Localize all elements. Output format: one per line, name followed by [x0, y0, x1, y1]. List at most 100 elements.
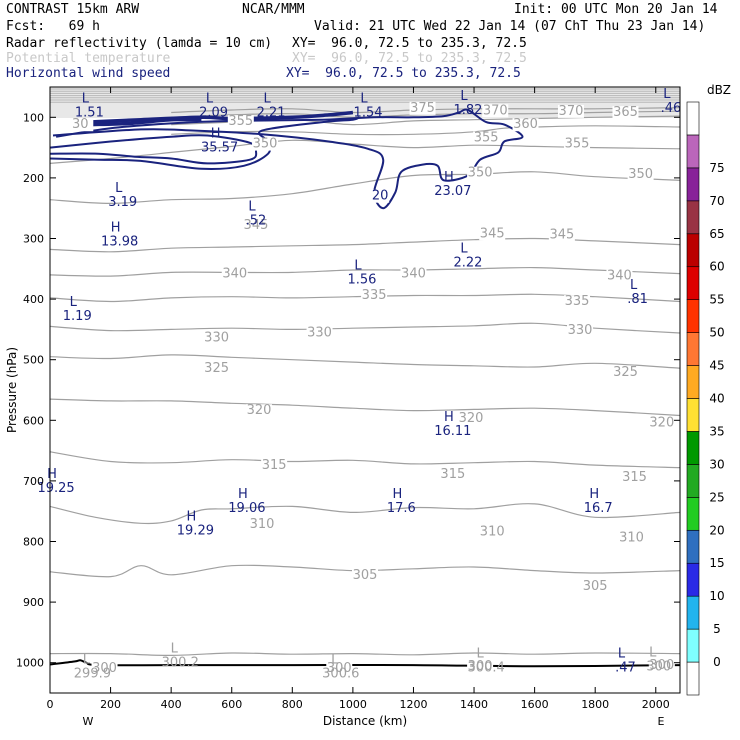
- theta-contour-325: [49, 354, 681, 369]
- wind-extremum-value: .46: [661, 101, 682, 116]
- theta-label-bg: [467, 659, 494, 673]
- colorbar-label: 0: [713, 655, 721, 669]
- theta-label-bg: [467, 166, 494, 180]
- x-tick-label: 400: [161, 698, 182, 711]
- wind-extremum-value: 2.21: [257, 105, 286, 120]
- plot-frame: [49, 86, 681, 694]
- theta-label-bg: [479, 227, 506, 241]
- x-tick-label: 1600: [521, 698, 549, 711]
- y-tick-label: 600: [23, 414, 44, 427]
- theta-label: 360: [513, 117, 538, 132]
- theta-label: 350: [468, 166, 493, 181]
- theta-label-bg: [400, 267, 427, 281]
- colorbar-label: 60: [709, 260, 724, 274]
- field1-xy: XY= 96.0, 72.5 to 235.3, 72.5: [292, 36, 527, 51]
- colorbar-label: 65: [709, 227, 724, 241]
- theta-label: 355: [474, 131, 499, 146]
- theta-label-bg: [252, 137, 279, 151]
- colorbar-segment: [686, 200, 700, 235]
- theta-label: 300: [327, 661, 352, 676]
- theta-contours: [49, 107, 681, 657]
- theta-label: 365: [613, 105, 638, 120]
- colorbar-label: 10: [709, 589, 724, 603]
- theta-label: 315: [622, 470, 647, 485]
- colorbar-label: 30: [709, 457, 724, 471]
- theta-label: 330: [307, 326, 332, 341]
- colorbar-segment: [686, 398, 700, 432]
- wind-extremum-type: H: [211, 127, 221, 142]
- theta-label: 305: [353, 568, 378, 583]
- theta-label: 350: [253, 137, 278, 152]
- theta-label-bg: [627, 167, 654, 181]
- theta-label-bg: [361, 289, 388, 303]
- wind-extremum-value: 16.7: [584, 501, 613, 516]
- theta-label-bg: [612, 106, 639, 120]
- theta-label-bg: [479, 525, 506, 539]
- wind-extremum-type: L: [360, 91, 368, 106]
- wind-extremum-type: L: [82, 91, 90, 106]
- theta-label-bg: [261, 458, 288, 472]
- wind-extremum-type: H: [392, 487, 402, 502]
- theta-label: 315: [262, 458, 287, 473]
- x-axis-title: Distance (km): [323, 714, 407, 728]
- theta-contour-355: [49, 139, 681, 164]
- x-end-label-left: W: [83, 715, 94, 728]
- wind-extremum-type: L: [263, 91, 271, 106]
- wind-extremum-type: H: [444, 170, 454, 185]
- wind-extremum-value: 19.29: [177, 524, 214, 539]
- theta-label-bg: [326, 661, 353, 675]
- wind-extremum-value: 35.57: [201, 141, 238, 156]
- wind-extremum-type: H: [47, 467, 57, 482]
- colorbar-label: 5: [713, 622, 721, 636]
- y-tick-label: 900: [23, 596, 44, 609]
- wind-extremum-type: L: [248, 199, 256, 214]
- wind-extremum-value: .47: [615, 661, 636, 676]
- wind-contour-30: [92, 117, 202, 127]
- y-tick-label: 300: [23, 233, 44, 246]
- x-tick-label: 1000: [339, 698, 367, 711]
- theta-label-bg: [512, 118, 539, 132]
- theta-extremum-type: L: [477, 647, 485, 662]
- terrain-surface: [49, 659, 681, 668]
- theta-label: 345: [244, 218, 269, 233]
- theta-contour-370: [171, 110, 681, 118]
- theta-label: 340: [401, 266, 426, 281]
- theta-contour-315: [49, 451, 681, 469]
- theta-label-bg: [557, 104, 584, 118]
- wind-extremum-value: 2.22: [454, 256, 483, 271]
- theta-label: 300: [92, 661, 117, 676]
- wind-extremum-type: H: [186, 510, 196, 525]
- theta-label: 370: [483, 103, 508, 118]
- colorbar-label: 50: [709, 326, 724, 340]
- wind-extremum-value: 1.82: [454, 103, 483, 118]
- theta-label-bg: [648, 658, 675, 672]
- wind-extremum-type: L: [618, 647, 626, 662]
- theta-label: 340: [607, 269, 632, 284]
- theta-label-bg: [473, 131, 500, 145]
- theta-label: 355: [228, 114, 253, 129]
- wind-extremum-value: 3.19: [108, 195, 137, 210]
- wind-extremum-value: 23.07: [434, 184, 471, 199]
- theta-label: 345: [480, 226, 505, 241]
- theta-label: 350: [628, 167, 653, 182]
- theta-label: 340: [222, 266, 247, 281]
- colorbar-label: 35: [709, 424, 724, 438]
- theta-label: 320: [649, 415, 674, 430]
- colorbar-segment: [686, 101, 700, 136]
- x-tick-label: 200: [100, 698, 121, 711]
- theta-extremum-value: 300.6: [322, 667, 359, 682]
- colorbar-label: 40: [709, 392, 724, 406]
- theta-extremum-value: 299.9: [74, 667, 111, 682]
- colorbar-label: 55: [709, 293, 724, 307]
- wind-label: 20: [372, 189, 389, 204]
- field3-xy: XY= 96.0, 72.5 to 235.3, 72.5: [286, 66, 521, 81]
- colorbar-segment: [686, 365, 700, 399]
- wind-extremum-type: L: [663, 87, 671, 102]
- wind-extremum-type: L: [206, 91, 214, 106]
- wind-extremum-value: 2.09: [199, 105, 228, 120]
- theta-label-bg: [409, 101, 436, 115]
- colorbar-segment: [686, 266, 700, 300]
- y-tick-label: 800: [23, 536, 44, 549]
- theta-label: 310: [250, 517, 275, 532]
